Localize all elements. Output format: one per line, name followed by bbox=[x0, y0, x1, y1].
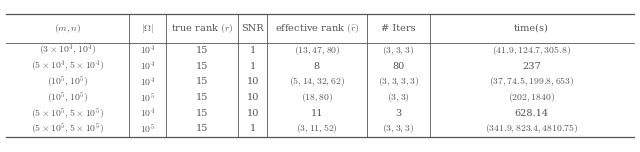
Text: $(3, 3, 3, 3)$: $(3, 3, 3, 3)$ bbox=[378, 75, 419, 88]
Text: 10: 10 bbox=[246, 93, 259, 102]
Text: $(3, 3)$: $(3, 3)$ bbox=[387, 91, 410, 104]
Text: $(341.9, 823.4, 4810.75)$: $(341.9, 823.4, 4810.75)$ bbox=[485, 123, 579, 135]
Text: $(m, n)$: $(m, n)$ bbox=[54, 22, 81, 35]
Text: 15: 15 bbox=[196, 93, 209, 102]
Text: $10^4$: $10^4$ bbox=[140, 107, 155, 120]
Text: $|\Omega|$: $|\Omega|$ bbox=[141, 22, 154, 35]
Text: SNR: SNR bbox=[241, 24, 264, 33]
Text: time(s): time(s) bbox=[515, 24, 549, 33]
Text: $(13, 47, 80)$: $(13, 47, 80)$ bbox=[294, 44, 340, 57]
Text: $(18, 80)$: $(18, 80)$ bbox=[301, 91, 333, 104]
Text: 10: 10 bbox=[246, 77, 259, 86]
Text: 80: 80 bbox=[392, 62, 404, 71]
Text: 15: 15 bbox=[196, 46, 209, 55]
Text: $(41.9, 124.7, 305.8)$: $(41.9, 124.7, 305.8)$ bbox=[492, 44, 571, 57]
Text: 11: 11 bbox=[310, 109, 323, 118]
Text: # Iters: # Iters bbox=[381, 24, 416, 33]
Text: $(37, 74.5, 199.8, 653)$: $(37, 74.5, 199.8, 653)$ bbox=[489, 75, 575, 88]
Text: 237: 237 bbox=[522, 62, 541, 71]
Text: $10^5$: $10^5$ bbox=[140, 123, 155, 135]
Text: 8: 8 bbox=[314, 62, 320, 71]
Text: $10^4$: $10^4$ bbox=[140, 59, 155, 73]
Text: $(5, 14, 32, 62)$: $(5, 14, 32, 62)$ bbox=[289, 75, 345, 88]
Text: $(5 \times 10^5, 5 \times 10^5)$: $(5 \times 10^5, 5 \times 10^5)$ bbox=[31, 106, 104, 121]
Text: 1: 1 bbox=[250, 62, 256, 71]
Text: $(5 \times 10^4, 5 \times 10^4)$: $(5 \times 10^4, 5 \times 10^4)$ bbox=[31, 58, 104, 74]
Text: $(3, 3, 3)$: $(3, 3, 3)$ bbox=[382, 44, 415, 57]
Text: 3: 3 bbox=[396, 109, 401, 118]
Text: $(3, 3, 3)$: $(3, 3, 3)$ bbox=[382, 123, 415, 135]
Text: 10: 10 bbox=[246, 109, 259, 118]
Text: 15: 15 bbox=[196, 124, 209, 133]
Text: 15: 15 bbox=[196, 77, 209, 86]
Text: effective rank $(\hat{r})$: effective rank $(\hat{r})$ bbox=[275, 22, 359, 35]
Text: $(3 \times 10^4, 10^4)$: $(3 \times 10^4, 10^4)$ bbox=[39, 43, 96, 58]
Text: true rank $(r)$: true rank $(r)$ bbox=[171, 22, 234, 35]
Text: 1: 1 bbox=[250, 46, 256, 55]
Text: 1: 1 bbox=[250, 124, 256, 133]
Text: $(3, 11, 52)$: $(3, 11, 52)$ bbox=[296, 123, 338, 135]
Text: $10^5$: $10^5$ bbox=[140, 91, 155, 104]
Text: 628.14: 628.14 bbox=[515, 109, 548, 118]
Text: $(10^5, 10^5)$: $(10^5, 10^5)$ bbox=[47, 74, 88, 89]
Text: $(10^5, 10^5)$: $(10^5, 10^5)$ bbox=[47, 90, 88, 105]
Text: $(5 \times 10^5, 5 \times 10^5)$: $(5 \times 10^5, 5 \times 10^5)$ bbox=[31, 122, 104, 136]
Text: 15: 15 bbox=[196, 109, 209, 118]
Text: 15: 15 bbox=[196, 62, 209, 71]
Text: $10^4$: $10^4$ bbox=[140, 44, 155, 57]
Text: $10^4$: $10^4$ bbox=[140, 75, 155, 89]
Text: $(202, 1840)$: $(202, 1840)$ bbox=[508, 91, 556, 104]
